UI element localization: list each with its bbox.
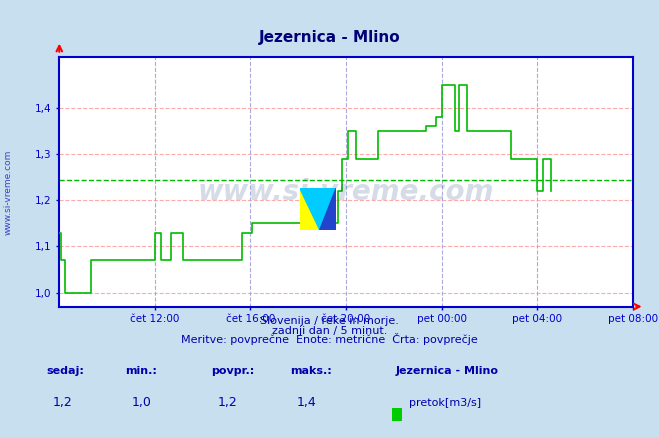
Polygon shape <box>300 188 336 230</box>
Text: Meritve: povprečne  Enote: metrične  Črta: povprečje: Meritve: povprečne Enote: metrične Črta:… <box>181 333 478 346</box>
Text: pretok[m3/s]: pretok[m3/s] <box>409 398 480 408</box>
Text: Jezernica - Mlino: Jezernica - Mlino <box>259 30 400 45</box>
Text: www.si-vreme.com: www.si-vreme.com <box>198 178 494 206</box>
Text: 1,4: 1,4 <box>297 396 316 410</box>
Text: 1,0: 1,0 <box>132 396 152 410</box>
Text: min.:: min.: <box>125 367 157 377</box>
Text: povpr.:: povpr.: <box>211 367 254 377</box>
Text: www.si-vreme.com: www.si-vreme.com <box>3 150 13 235</box>
Text: maks.:: maks.: <box>290 367 331 377</box>
Text: Slovenija / reke in morje.: Slovenija / reke in morje. <box>260 316 399 326</box>
Text: 1,2: 1,2 <box>53 396 72 410</box>
Polygon shape <box>320 188 336 230</box>
Text: Jezernica - Mlino: Jezernica - Mlino <box>395 367 498 377</box>
Text: sedaj:: sedaj: <box>46 367 84 377</box>
Text: zadnji dan / 5 minut.: zadnji dan / 5 minut. <box>272 326 387 336</box>
Text: 1,2: 1,2 <box>217 396 237 410</box>
